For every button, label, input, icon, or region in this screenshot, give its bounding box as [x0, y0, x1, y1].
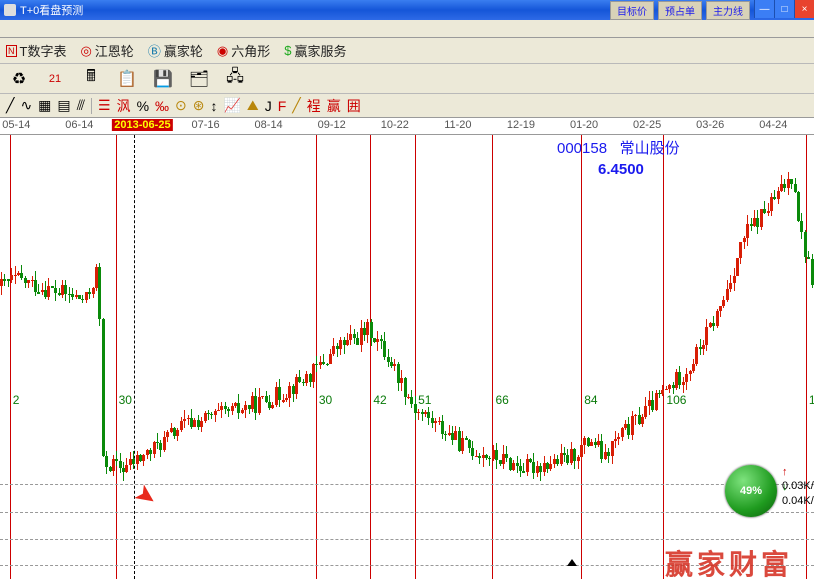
selected-date-label[interactable]: 2013-06-25 — [112, 119, 172, 131]
candlestick-chart[interactable]: 2303042516684106183 000158 常山股份 6.4500 ➤… — [0, 135, 814, 579]
date-tick-label[interactable]: 04-24 — [759, 119, 787, 131]
j-line-icon[interactable]: J — [265, 98, 272, 114]
date-tick-label[interactable]: 07-16 — [191, 119, 219, 131]
gann-wheel-icon: ◎ — [80, 43, 91, 59]
link-share-icon[interactable]: 🗂 — [186, 67, 212, 91]
menu-item-1[interactable]: ◎ 江恩轮 — [80, 41, 133, 60]
network-progress-badge[interactable]: 49% — [725, 465, 777, 517]
gold-diag-icon[interactable]: ╱ — [292, 97, 300, 114]
horizontal-guide-3 — [0, 539, 814, 540]
menu-item-2[interactable]: Ⓑ 赢家轮 — [148, 41, 203, 60]
title-bar: T+0看盘预测 目标价 预占单 主力线 — □ × — [0, 0, 814, 20]
diag-lines-icon[interactable]: ⫻ — [77, 97, 85, 114]
winner-wheel-icon: Ⓑ — [148, 41, 161, 60]
menu-item-4[interactable]: $ 赢家服务 — [284, 41, 346, 60]
grid-icon[interactable]: ▦ — [38, 97, 51, 114]
percent-line-icon[interactable]: ‰ — [155, 98, 169, 114]
menu-bar: N T数字表 ◎ 江恩轮 Ⓑ 赢家轮 ◉ 六角形 $ 赢家服务 — [0, 38, 814, 64]
date-tick-label[interactable]: 10-22 — [381, 119, 409, 131]
arrow-updown-icon[interactable]: ↕ — [210, 98, 217, 114]
date-tick-label[interactable]: 06-14 — [65, 119, 93, 131]
gridline-count-label: 183 — [809, 393, 814, 407]
date-tick-label[interactable]: 12-19 — [507, 119, 535, 131]
down-arrow-icon: ↓ — [782, 481, 788, 493]
stock-code-name-label: 000158 常山股份 — [557, 137, 680, 158]
candle-scan-icon[interactable]: 📈 — [223, 97, 240, 114]
app-icon — [4, 4, 16, 16]
toolbar-chip-3[interactable]: 主力线 — [706, 1, 750, 20]
date-tick-label[interactable]: 08-14 — [255, 119, 283, 131]
notes-icon[interactable]: 📋 — [114, 67, 140, 91]
toolbar-icons-row-2: ╱ ∿ ▦ ▤ ⫻ ☰ 沨 % ‰ ⊙ ⊛ ↕ 📈 ⛰ J F ╱ 裎 赢 囲 — [0, 94, 814, 118]
gold-circle-icon[interactable]: ⊙ — [175, 97, 187, 114]
list-icon[interactable]: ☰ — [98, 97, 111, 114]
recycle-icon[interactable]: ♻ — [6, 67, 32, 91]
network-down-rate: ↓ 0.04K/s — [782, 480, 814, 508]
zigzag-icon[interactable]: ∿ — [20, 97, 32, 114]
percent-chart-icon[interactable]: 沨 — [117, 96, 131, 116]
network-icon[interactable]: 🖧 — [222, 67, 248, 91]
gridline-count-label: 84 — [584, 393, 597, 407]
date-tick-label[interactable]: 09-12 — [318, 119, 346, 131]
gridline-count-label: 42 — [373, 393, 386, 407]
date-axis: 05-14 06-14 2013-06-25 07-16 08-14 09-12 10-22… — [0, 118, 814, 135]
date-tick-label[interactable]: 05-14 — [2, 119, 30, 131]
minimize-button[interactable]: — — [754, 0, 774, 18]
calendar-21-icon[interactable]: 21 — [42, 67, 68, 91]
toolbar-chip-1[interactable]: 目标价 — [610, 1, 654, 20]
last-price-label: 6.4500 — [598, 161, 644, 178]
f-line-icon[interactable]: F — [278, 98, 287, 114]
close-button[interactable]: × — [794, 0, 814, 18]
secondary-info-bar — [0, 20, 814, 38]
app-window: T+0看盘预测 目标价 预占单 主力线 — □ × N T数字表 ◎ 江恩轮 Ⓑ… — [0, 0, 814, 579]
gridline-count-label: 30 — [119, 393, 132, 407]
gridline-count-label: 30 — [319, 393, 332, 407]
axis-marker-triangle — [567, 559, 577, 566]
date-tick-label[interactable]: 11-20 — [444, 119, 471, 131]
up-arrow-icon: ↑ — [782, 466, 788, 478]
horizontal-guide-2 — [0, 512, 814, 513]
save-icon[interactable]: 💾 — [150, 67, 176, 91]
toolbar-chip-2[interactable]: 预占单 — [658, 1, 702, 20]
calculator-icon[interactable]: 🖩 — [78, 67, 104, 91]
date-tick-label[interactable]: 02-25 — [633, 119, 661, 131]
win-char-icon[interactable]: 裎 — [307, 96, 321, 116]
percent-icon[interactable]: % — [137, 98, 149, 114]
gold-bar-icon[interactable]: ⊛ — [193, 97, 205, 114]
gold-mountain-icon[interactable]: ⛰ — [247, 97, 259, 114]
table-grid-icon[interactable]: ▤ — [57, 97, 70, 114]
pencil-icon[interactable]: ╱ — [6, 97, 14, 114]
maximize-button[interactable]: □ — [774, 0, 794, 18]
gridline-count-label: 66 — [495, 393, 508, 407]
menu-item-0[interactable]: N T数字表 — [6, 41, 66, 60]
win2-char-icon[interactable]: 赢 — [327, 96, 341, 116]
dollar-icon: $ — [284, 43, 291, 58]
gridline-count-label: 106 — [666, 393, 686, 407]
menu-item-3[interactable]: ◉ 六角形 — [217, 41, 270, 60]
toolbar-icons-row-1: ♻ 21 🖩 📋 💾 🗂 🖧 — [0, 64, 814, 94]
gridline-count-label: 2 — [13, 393, 20, 407]
gridline-count-label: 51 — [418, 393, 431, 407]
date-tick-label[interactable]: 01-20 — [570, 119, 598, 131]
t-digit-icon: N — [6, 45, 17, 57]
window-title: T+0看盘预测 — [20, 2, 83, 18]
horizontal-guide-1 — [0, 484, 814, 485]
date-tick-label[interactable]: 03-26 — [696, 119, 724, 131]
hexagon-icon: ◉ — [217, 43, 228, 59]
grid-char-icon[interactable]: 囲 — [347, 96, 361, 116]
